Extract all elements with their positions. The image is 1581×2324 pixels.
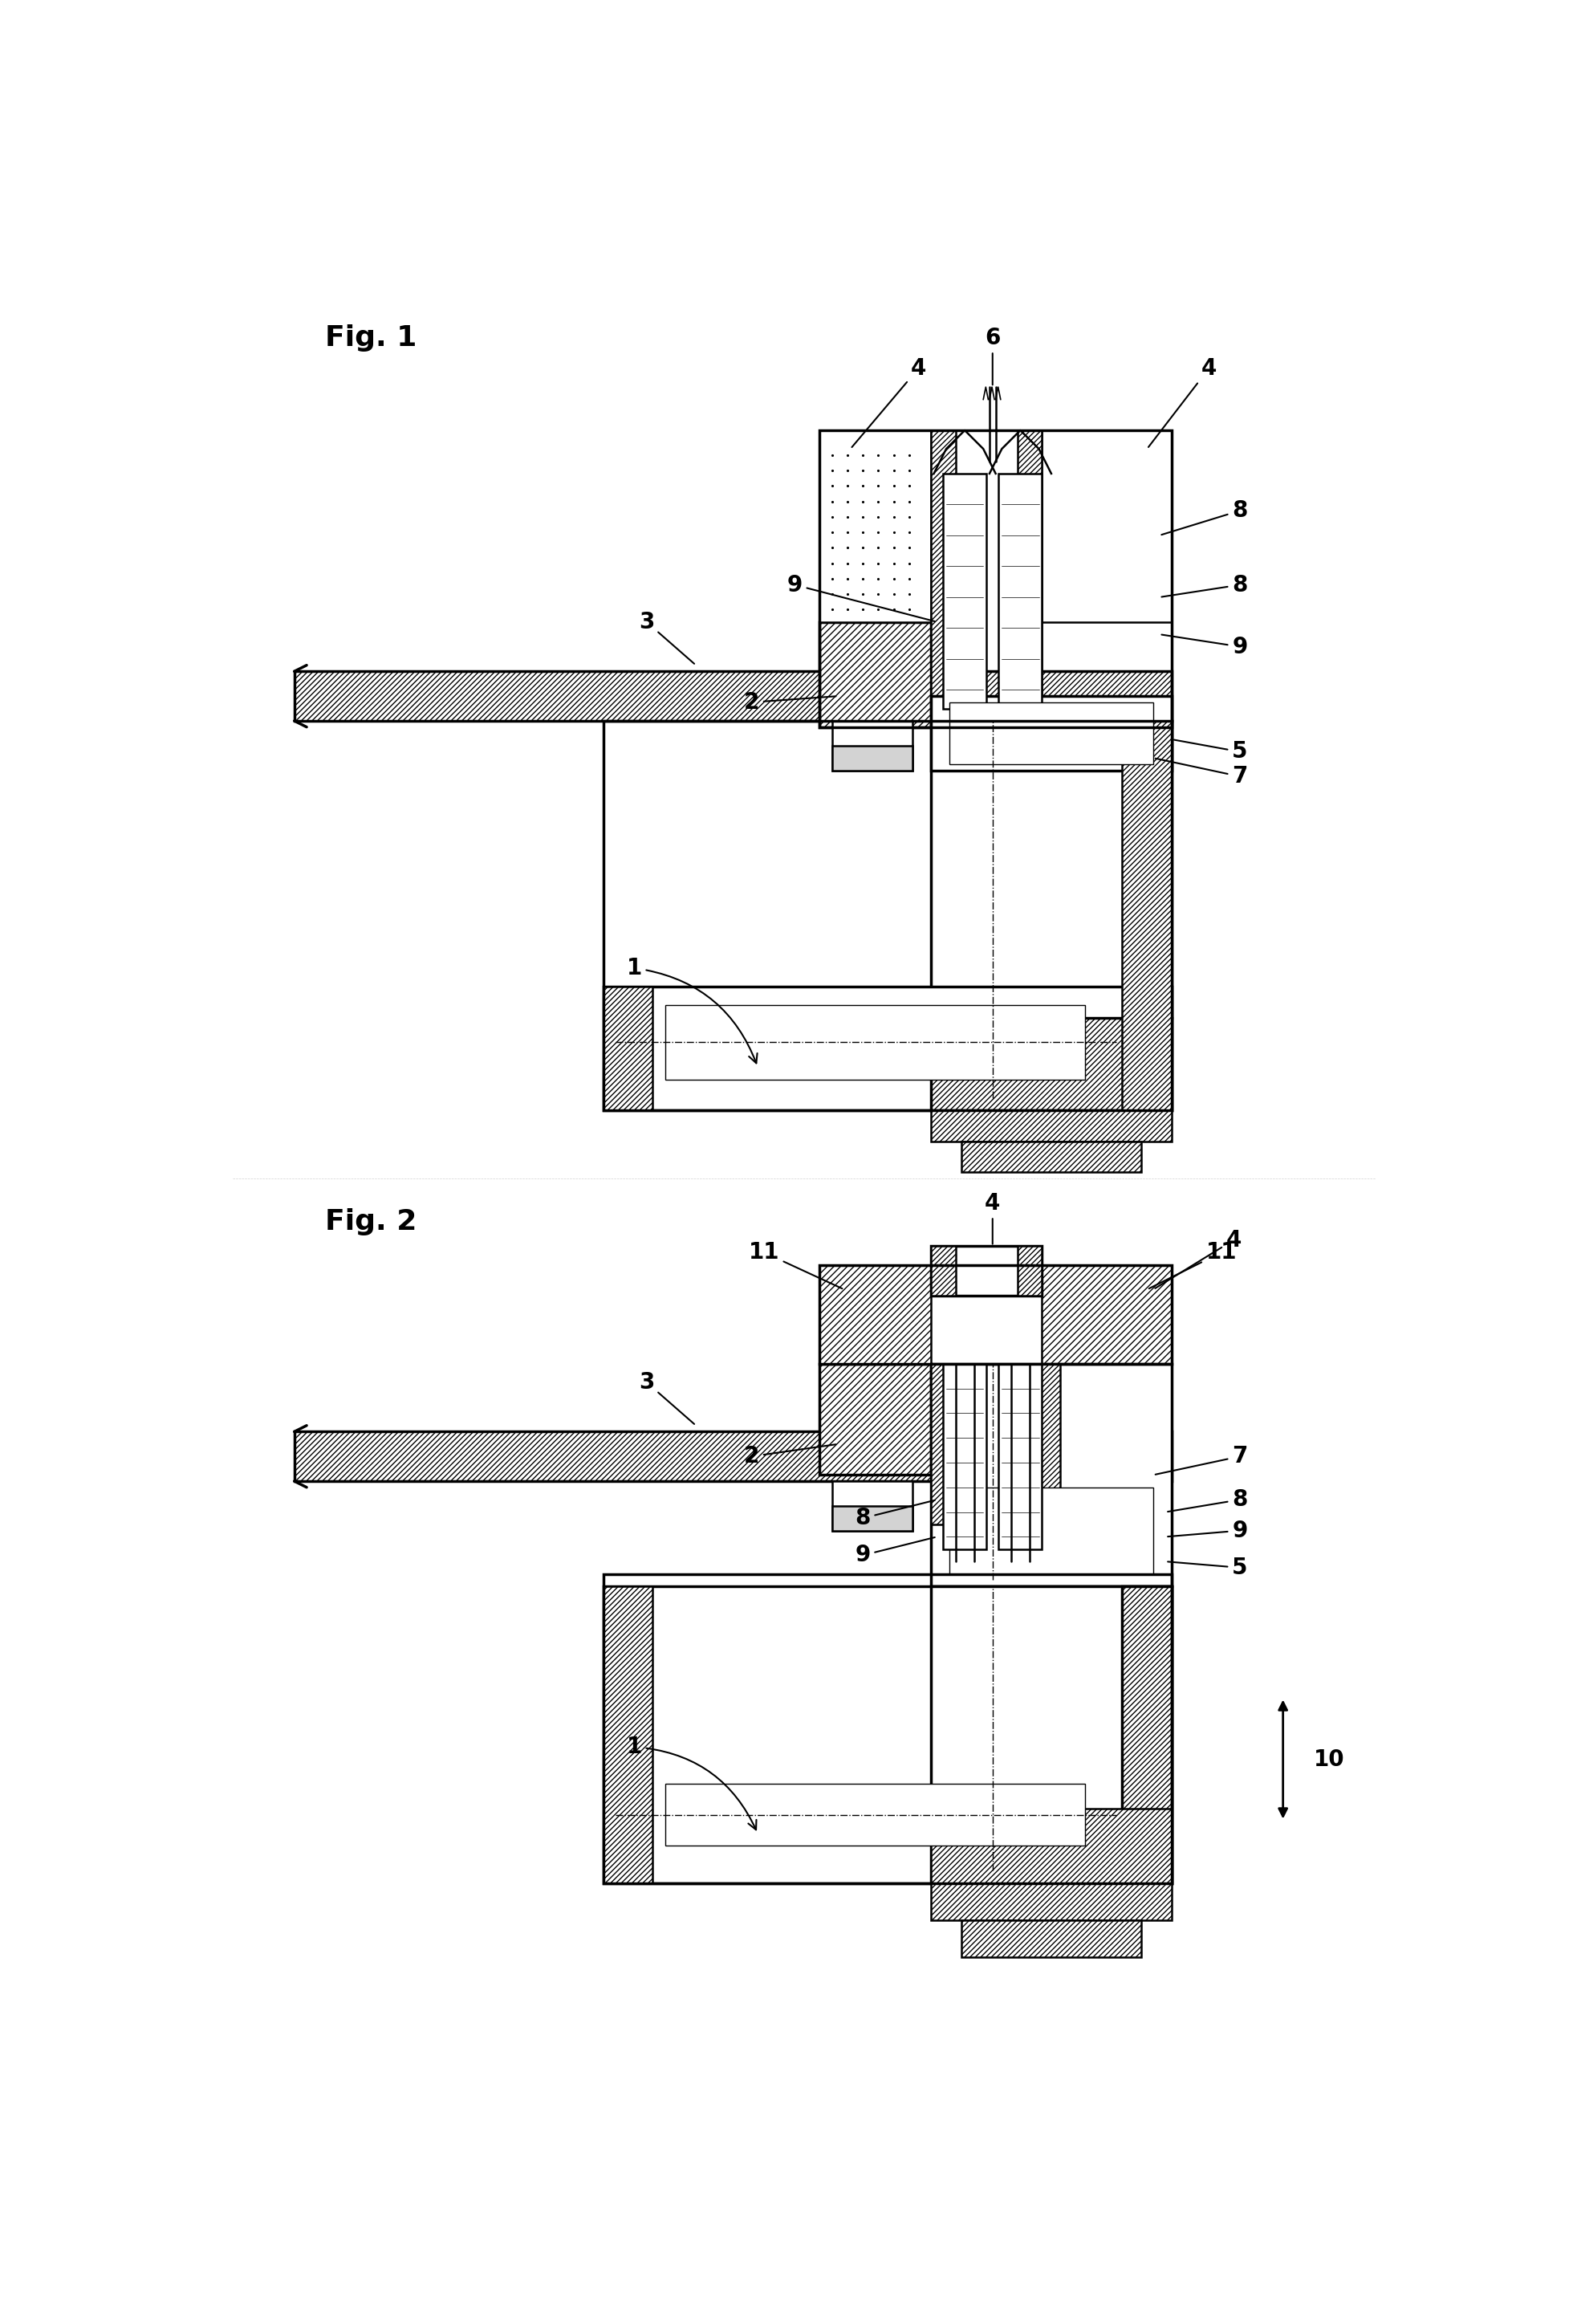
- Bar: [604, 1587, 1172, 1882]
- Bar: [999, 474, 1042, 709]
- Text: 4: 4: [1156, 1229, 1241, 1287]
- Bar: [1042, 430, 1172, 623]
- Text: Fig. 2: Fig. 2: [326, 1208, 417, 1234]
- Text: 11: 11: [1149, 1241, 1236, 1287]
- Text: Fig. 1: Fig. 1: [326, 323, 417, 351]
- Text: 9: 9: [1168, 1520, 1247, 1541]
- Bar: [819, 623, 931, 727]
- Bar: [1123, 720, 1172, 1111]
- Bar: [604, 720, 1172, 1111]
- Text: 4: 4: [852, 358, 926, 446]
- Bar: [1036, 1364, 1061, 1525]
- Bar: [949, 702, 1153, 765]
- Bar: [931, 430, 955, 727]
- Text: 7: 7: [1156, 1446, 1247, 1473]
- Bar: [931, 1364, 1172, 1587]
- Bar: [961, 1920, 1141, 1957]
- Bar: [1017, 1246, 1042, 1297]
- Text: 3: 3: [639, 1371, 694, 1425]
- Text: 9: 9: [1162, 634, 1247, 658]
- Text: 9: 9: [855, 1536, 934, 1566]
- Bar: [666, 1785, 1085, 1845]
- Text: 1: 1: [626, 1736, 756, 1829]
- Text: 11: 11: [748, 1241, 843, 1287]
- Bar: [931, 1587, 1172, 1882]
- Text: 8: 8: [1168, 1487, 1247, 1511]
- Text: 2: 2: [743, 690, 836, 713]
- Text: 1: 1: [626, 957, 757, 1062]
- Text: 3: 3: [639, 611, 694, 665]
- Bar: [931, 1111, 1172, 1141]
- Bar: [604, 988, 1172, 1111]
- Bar: [294, 672, 1172, 720]
- Bar: [832, 1506, 912, 1532]
- Bar: [949, 1487, 1153, 1573]
- Text: 8: 8: [1162, 500, 1247, 535]
- Bar: [1042, 1264, 1172, 1364]
- Bar: [931, 1364, 949, 1525]
- Bar: [832, 720, 912, 769]
- Text: 4: 4: [985, 1192, 1001, 1243]
- Bar: [931, 1882, 1172, 1920]
- Bar: [604, 1587, 653, 1882]
- Text: 4: 4: [1148, 358, 1217, 446]
- Text: 6: 6: [985, 325, 1001, 386]
- Bar: [931, 1246, 1042, 1297]
- Text: 2: 2: [743, 1446, 836, 1469]
- Bar: [832, 1480, 912, 1532]
- Text: 8: 8: [855, 1501, 934, 1529]
- Bar: [666, 1006, 1085, 1078]
- Bar: [1017, 430, 1042, 727]
- Bar: [819, 1264, 1172, 1364]
- Bar: [1123, 1587, 1172, 1882]
- Text: 10: 10: [1314, 1748, 1345, 1771]
- Bar: [999, 1364, 1042, 1550]
- Bar: [931, 1246, 955, 1297]
- Bar: [294, 1432, 1172, 1480]
- Bar: [931, 1018, 1172, 1111]
- Text: 8: 8: [1162, 574, 1247, 597]
- Bar: [819, 430, 1172, 727]
- Bar: [944, 474, 987, 709]
- Bar: [819, 430, 931, 623]
- Text: 9: 9: [787, 574, 934, 621]
- Bar: [931, 697, 1172, 769]
- Bar: [944, 1364, 987, 1550]
- Bar: [931, 1808, 1172, 1882]
- Bar: [604, 1573, 1172, 1882]
- Bar: [832, 746, 912, 769]
- Bar: [819, 1264, 931, 1364]
- Bar: [931, 720, 1172, 1018]
- Text: 7: 7: [1156, 758, 1247, 788]
- Bar: [961, 1141, 1141, 1171]
- Text: 5: 5: [1168, 1557, 1247, 1578]
- Bar: [604, 988, 653, 1111]
- Text: 5: 5: [1175, 739, 1247, 762]
- Bar: [819, 1364, 931, 1476]
